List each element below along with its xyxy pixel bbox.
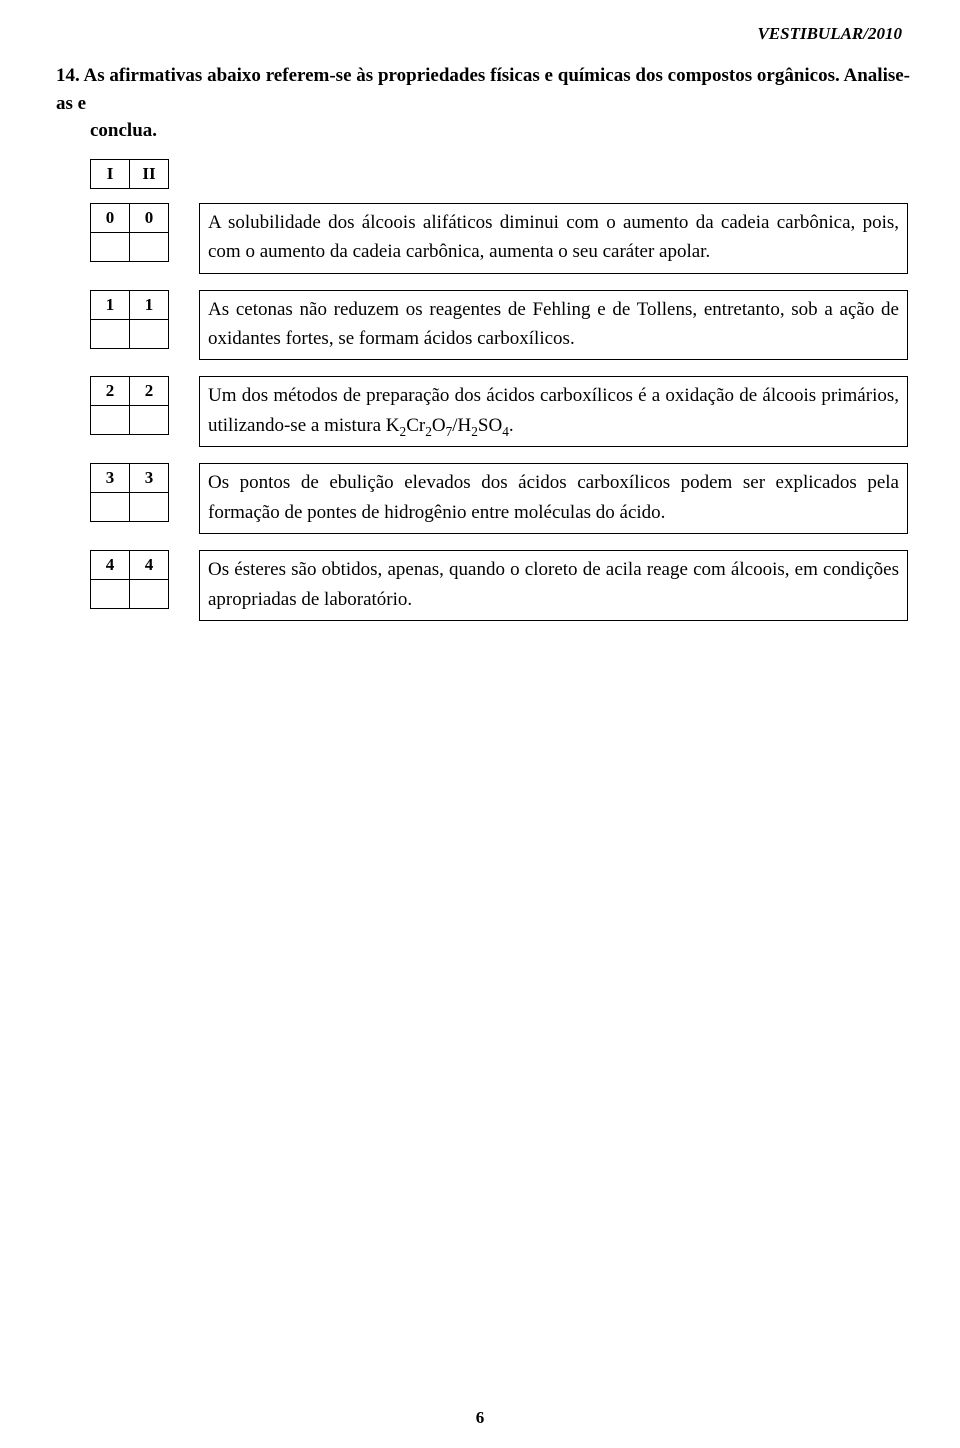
col-II: II	[130, 159, 169, 188]
pair-1-left-blank	[91, 319, 130, 348]
pair-2-right-blank	[130, 406, 169, 435]
pair-3-left-blank	[91, 493, 130, 522]
pair-box-0: 0 0	[90, 203, 169, 274]
pair-1-right-blank	[130, 319, 169, 348]
pair-2-left-blank	[91, 406, 130, 435]
pair-3-left: 3	[91, 464, 130, 493]
statement-text-2: Um dos métodos de preparação dos ácidos …	[199, 376, 908, 447]
question-14: 14. As afirmativas abaixo referem-se às …	[56, 62, 910, 145]
pair-0-right: 0	[130, 203, 169, 232]
statement-row-2: 2 2 Um dos métodos de preparação dos áci…	[90, 376, 908, 447]
statement-text-4: Os ésteres são obtidos, apenas, quando o…	[199, 550, 908, 621]
pair-box-1: 1 1	[90, 290, 169, 361]
pair-4-right-blank	[130, 580, 169, 609]
pair-box-3: 3 3	[90, 463, 169, 534]
pair-0-left: 0	[91, 203, 130, 232]
statement-text-3: Os pontos de ebulição elevados dos ácido…	[199, 463, 908, 534]
pair-3-right: 3	[130, 464, 169, 493]
pair-3-right-blank	[130, 493, 169, 522]
pair-2-left: 2	[91, 377, 130, 406]
statement-row-0: 0 0 A solubilidade dos álcoois alifático…	[90, 203, 908, 274]
header-vestibular: VESTIBULAR/2010	[50, 24, 910, 44]
pair-2-right: 2	[130, 377, 169, 406]
pair-0-right-blank	[130, 232, 169, 261]
pair-1-left: 1	[91, 290, 130, 319]
page: VESTIBULAR/2010 14. As afirmativas abaix…	[0, 0, 960, 1448]
statement-text-1: As cetonas não reduzem os reagentes de F…	[199, 290, 908, 361]
pair-box-4: 4 4	[90, 550, 169, 621]
col-I: I	[91, 159, 130, 188]
question-number: 14.	[56, 65, 80, 86]
page-number: 6	[0, 1408, 960, 1428]
statement-row-1: 1 1 As cetonas não reduzem os reagentes …	[90, 290, 908, 361]
statement-text-0: A solubilidade dos álcoois alifáticos di…	[199, 203, 908, 274]
statement-row-3: 3 3 Os pontos de ebulição elevados dos á…	[90, 463, 908, 534]
question-line2: conclua.	[90, 117, 910, 145]
column-header-table: I II	[90, 159, 169, 189]
statement-row-4: 4 4 Os ésteres são obtidos, apenas, quan…	[90, 550, 908, 621]
pair-4-right: 4	[130, 551, 169, 580]
question-line1: As afirmativas abaixo referem-se às prop…	[56, 65, 910, 114]
pair-0-left-blank	[91, 232, 130, 261]
pair-box-2: 2 2	[90, 376, 169, 447]
pair-1-right: 1	[130, 290, 169, 319]
pair-4-left-blank	[91, 580, 130, 609]
column-header-i-ii: I II	[90, 159, 910, 189]
pair-4-left: 4	[91, 551, 130, 580]
